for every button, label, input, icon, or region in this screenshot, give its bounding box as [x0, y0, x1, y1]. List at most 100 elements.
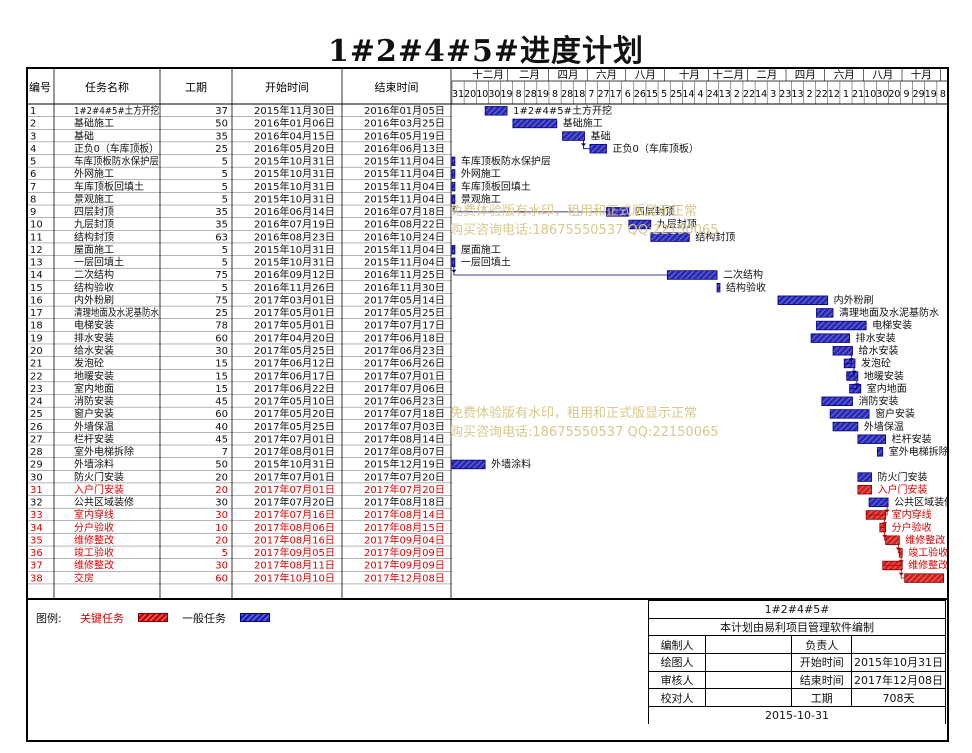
dependency-link: [847, 367, 855, 377]
task-id: 7: [30, 182, 36, 193]
task-duration: 5: [222, 194, 228, 205]
task-end: 2017年08月15日: [364, 521, 445, 534]
task-end: 2017年07月03日: [364, 420, 445, 433]
task-bar: [868, 497, 889, 508]
task-name: 给水安装: [74, 344, 114, 357]
task-id: 3: [30, 131, 36, 142]
dependency-link: [866, 506, 888, 516]
dependency-arrow: [882, 522, 888, 526]
task-bar: [777, 295, 829, 305]
task-bar-label: 电梯安装: [872, 319, 912, 332]
task-id: 26: [30, 422, 43, 433]
task-start: 2016年09月12日: [254, 268, 335, 281]
day-tick: 17: [610, 89, 622, 100]
task-duration: 75: [215, 295, 228, 306]
task-start: 2017年08月01日: [254, 445, 335, 458]
task-bar: [650, 232, 690, 242]
page-title: 1#2#4#5#进度计划: [327, 34, 645, 69]
task-end: 2017年08月14日: [364, 432, 445, 445]
day-tick: 8: [552, 89, 558, 100]
task-end: 2015年12月19日: [364, 458, 445, 471]
task-name: 清理地面及水泥基防水: [74, 306, 159, 319]
task-id: 17: [30, 308, 43, 319]
task-name: 外墙涂料: [74, 458, 114, 471]
task-bar: [821, 396, 853, 407]
task-bar-label: 给水安装: [858, 344, 898, 357]
task-id: 23: [30, 384, 43, 395]
dependency-arrow: [451, 206, 457, 210]
day-tick: 2: [807, 89, 813, 100]
task-name: 景观施工: [74, 192, 114, 205]
legend-critical-swatch: [138, 613, 168, 622]
column-header-id: 编号: [29, 80, 51, 94]
task-bar-label: 外网施工: [461, 167, 501, 180]
task-bar: [451, 257, 456, 268]
task-start: 2017年07月01日: [254, 470, 335, 483]
task-bar-label: 景观施工: [461, 192, 501, 205]
day-tick: 2: [734, 89, 740, 100]
task-end: 2016年08月22日: [364, 218, 445, 231]
task-id: 4: [30, 144, 36, 155]
task-name: 消防安装: [74, 395, 114, 408]
task-end: 2016年05月19日: [364, 129, 445, 142]
column-header-end: 结束时间: [375, 81, 419, 94]
task-name: 四层封顶: [74, 205, 114, 218]
task-bar: [451, 169, 456, 179]
task-end: 2017年08月18日: [364, 496, 445, 509]
task-bar: [876, 447, 884, 457]
task-bar-label: 入户门安装: [878, 483, 928, 496]
task-end: 2015年11月04日: [364, 155, 445, 168]
info-label: 审核人: [647, 670, 707, 690]
task-end: 2017年06月23日: [364, 344, 445, 357]
task-bar: [451, 245, 456, 255]
task-duration: 35: [215, 131, 228, 142]
task-bar-label: 防火门安装: [878, 470, 928, 483]
task-start: 2017年07月20日: [254, 496, 335, 509]
legend-critical-label: 关键任务: [80, 612, 124, 625]
task-start: 2017年07月16日: [254, 508, 335, 521]
task-id: 29: [30, 460, 43, 471]
month-label: 六月: [596, 69, 617, 81]
task-bar-label: 结构验收: [726, 281, 766, 294]
task-duration: 50: [215, 460, 228, 471]
task-end: 2016年10月24日: [364, 230, 445, 243]
task-duration: 25: [215, 308, 228, 319]
dependency-link: [850, 380, 858, 390]
task-duration: 30: [215, 510, 228, 521]
month-label: 二月: [519, 69, 540, 81]
task-duration: 45: [215, 434, 228, 445]
task-duration: 7: [222, 447, 228, 458]
dependency-link: [583, 140, 591, 150]
info-value: [705, 688, 793, 708]
task-duration: 63: [215, 232, 228, 243]
day-tick: 25: [670, 89, 682, 100]
task-end: 2015年11月04日: [364, 167, 445, 180]
dependency-link: [900, 569, 906, 579]
task-start: 2017年08月06日: [254, 521, 335, 534]
task-id: 8: [30, 194, 36, 205]
task-start: 2017年05月01日: [254, 319, 335, 332]
task-name: 栏杆安装: [74, 432, 114, 445]
dependency-link: [844, 355, 852, 364]
task-bar: [832, 346, 853, 356]
task-start: 2016年11月26日: [254, 281, 335, 294]
day-tick: 19: [537, 89, 549, 100]
task-start: 2017年09月05日: [254, 546, 335, 559]
task-bar-label: 室外电梯拆除: [889, 445, 949, 458]
task-id: 11: [30, 232, 43, 243]
task-duration: 5: [222, 182, 228, 193]
task-duration: 50: [215, 119, 228, 130]
task-end: 2017年05月14日: [364, 293, 445, 306]
task-id: 6: [30, 169, 36, 180]
task-duration: 60: [215, 333, 228, 344]
task-bar: [816, 320, 867, 331]
task-bar: [857, 434, 887, 444]
task-id: 22: [30, 371, 43, 382]
task-end: 2017年09月09日: [364, 546, 445, 559]
task-id: 19: [30, 333, 43, 344]
task-bar-label: 分户验收: [892, 521, 932, 534]
info-value: 2017年12月08日: [851, 670, 946, 690]
dependency-arrow: [895, 547, 901, 551]
task-name: 外网施工: [74, 167, 114, 180]
day-tick: 5: [661, 89, 667, 100]
